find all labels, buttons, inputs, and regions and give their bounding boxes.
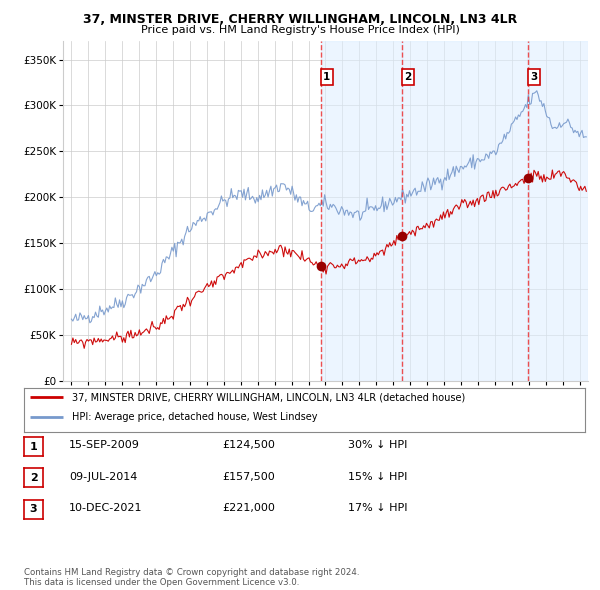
Text: Price paid vs. HM Land Registry's House Price Index (HPI): Price paid vs. HM Land Registry's House … <box>140 25 460 35</box>
Text: £157,500: £157,500 <box>222 472 275 481</box>
Bar <box>402 41 528 381</box>
Text: 1: 1 <box>323 72 331 82</box>
Text: 37, MINSTER DRIVE, CHERRY WILLINGHAM, LINCOLN, LN3 4LR (detached house): 37, MINSTER DRIVE, CHERRY WILLINGHAM, LI… <box>71 392 465 402</box>
Text: 1: 1 <box>30 442 37 451</box>
Bar <box>528 41 588 381</box>
Text: £124,500: £124,500 <box>222 441 275 450</box>
Text: Contains HM Land Registry data © Crown copyright and database right 2024.
This d: Contains HM Land Registry data © Crown c… <box>24 568 359 587</box>
Text: 10-DEC-2021: 10-DEC-2021 <box>69 503 143 513</box>
Text: 3: 3 <box>530 72 538 82</box>
Text: 30% ↓ HPI: 30% ↓ HPI <box>348 441 407 450</box>
Text: 37, MINSTER DRIVE, CHERRY WILLINGHAM, LINCOLN, LN3 4LR: 37, MINSTER DRIVE, CHERRY WILLINGHAM, LI… <box>83 13 517 26</box>
Text: 2: 2 <box>404 72 412 82</box>
Text: £221,000: £221,000 <box>222 503 275 513</box>
Text: 09-JUL-2014: 09-JUL-2014 <box>69 472 137 481</box>
Text: 3: 3 <box>30 504 37 514</box>
Bar <box>320 41 402 381</box>
Text: HPI: Average price, detached house, West Lindsey: HPI: Average price, detached house, West… <box>71 412 317 422</box>
Text: 2: 2 <box>30 473 37 483</box>
Text: 15-SEP-2009: 15-SEP-2009 <box>69 441 140 450</box>
Text: 17% ↓ HPI: 17% ↓ HPI <box>348 503 407 513</box>
Text: 15% ↓ HPI: 15% ↓ HPI <box>348 472 407 481</box>
